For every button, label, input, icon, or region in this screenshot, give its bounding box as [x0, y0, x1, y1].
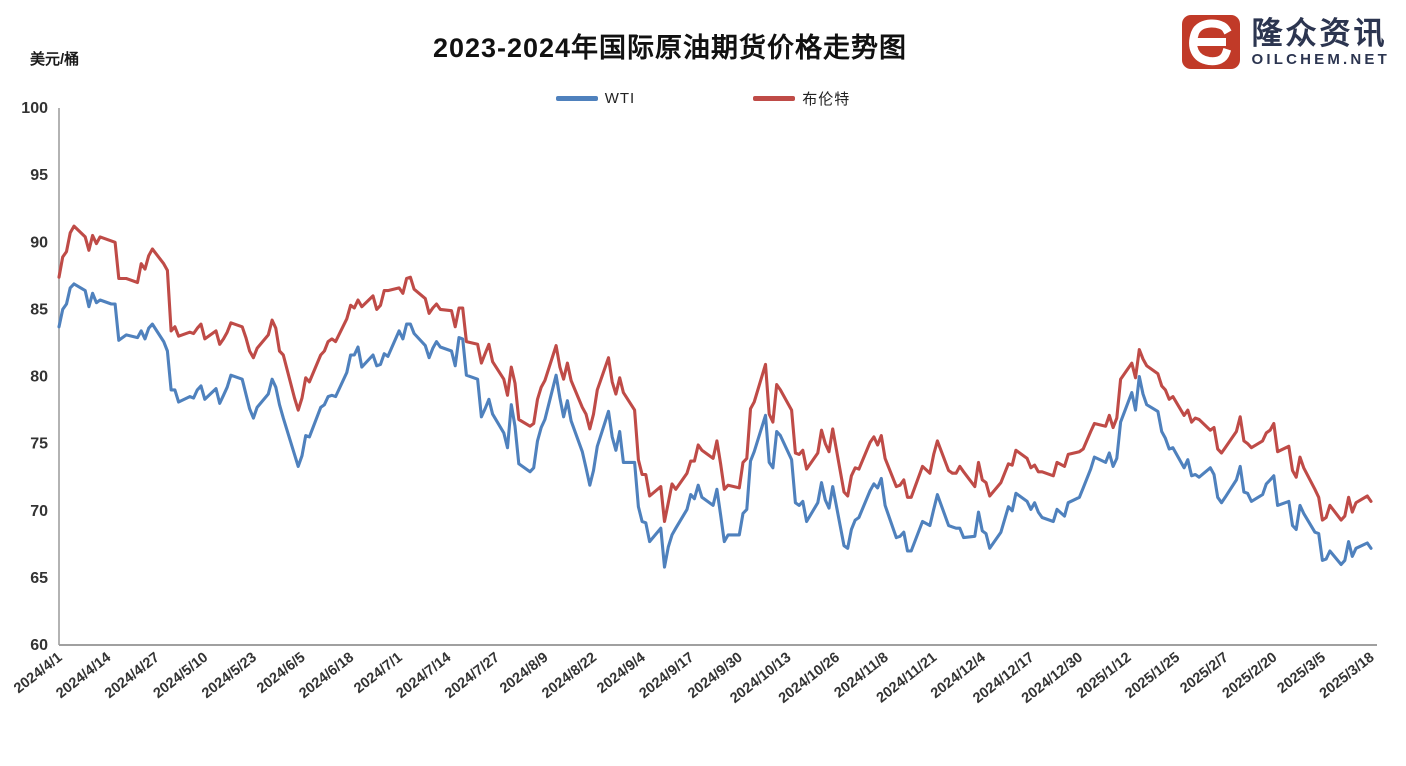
legend-label-brent: 布伦特 [802, 91, 851, 108]
x-tick-label: 2024/8/22 [539, 650, 600, 702]
y-tick-label: 85 [30, 301, 48, 318]
y-tick-label: 65 [30, 570, 48, 587]
y-axis-unit-label: 美元/桶 [30, 51, 80, 68]
y-tick-label: 75 [30, 436, 48, 453]
legend-item-wti: WTI [555, 88, 636, 109]
x-tick-label: 2025/1/25 [1122, 650, 1183, 702]
y-tick-label: 60 [30, 637, 48, 654]
brent-line-swatch [753, 96, 796, 101]
x-tick-label: 2025/2/20 [1220, 650, 1281, 702]
x-tick-label: 2024/5/23 [199, 650, 260, 702]
x-tick-label: 2024/7/27 [442, 650, 503, 702]
oilchem-logo-text: 隆众资讯 OILCHEM.NET [1251, 18, 1390, 67]
y-tick-label: 90 [30, 234, 48, 251]
oilchem-logo-icon [1182, 15, 1241, 69]
oilchem-logo: 隆众资讯 OILCHEM.NET [1181, 14, 1390, 70]
legend-label-wti: WTI [604, 90, 636, 107]
logo-brand-cn: 隆众资讯 [1251, 15, 1388, 51]
wti-line-swatch [555, 96, 598, 101]
legend-item-brent: 布伦特 [753, 88, 850, 109]
y-tick-label: 80 [30, 369, 48, 386]
y-tick-label: 95 [30, 167, 48, 184]
legend: WTI 布伦特 [0, 88, 1406, 109]
x-tick-label: 2025/3/18 [1317, 650, 1378, 702]
y-tick-label: 100 [21, 100, 48, 117]
y-tick-label: 70 [30, 503, 48, 520]
logo-brand-en: OILCHEM.NET [1251, 50, 1390, 68]
page-title: 2023-2024年国际原油期货价格走势图 [432, 33, 908, 63]
x-tick-label: 2024/6/18 [296, 650, 357, 702]
series-line-布伦特 [57, 224, 1373, 524]
series-line-WTI [57, 282, 1373, 569]
